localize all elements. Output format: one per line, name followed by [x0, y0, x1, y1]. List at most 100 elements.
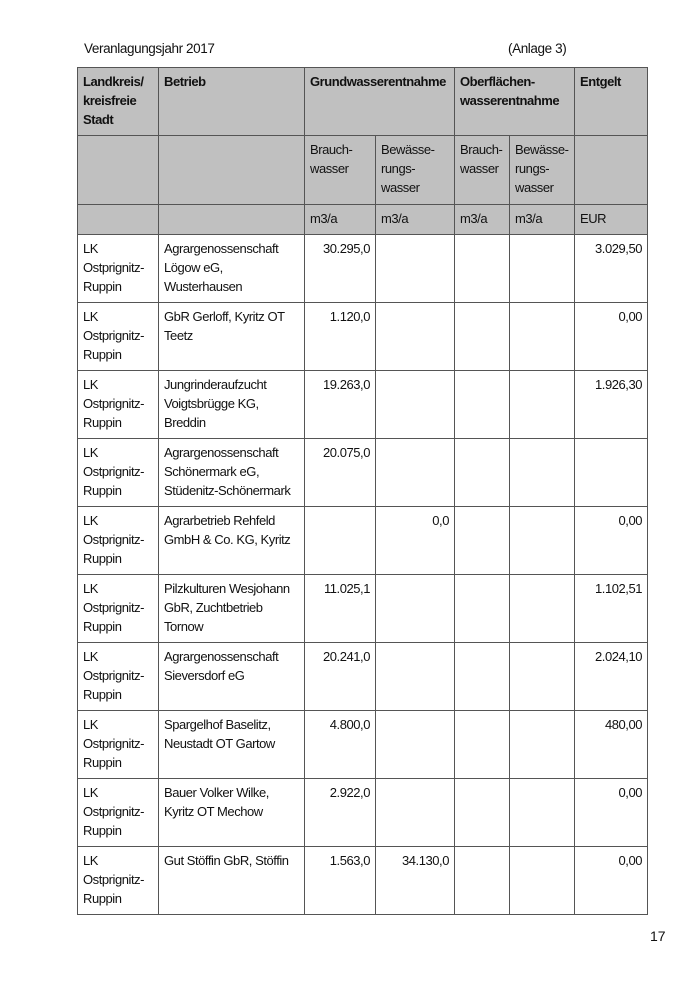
- table-row: LK Ostprignitz-Ruppin Bauer Volker Wilke,…: [77, 778, 649, 847]
- cell-gw-irrigation: [375, 370, 455, 439]
- cell-sw-irrigation: [508, 302, 576, 371]
- cell-fee: [574, 438, 649, 507]
- cell-gw-irrigation: [375, 438, 455, 507]
- cell-fee: 0,00: [574, 778, 649, 847]
- cell-gw-irrigation: 0,0: [375, 506, 455, 575]
- cell-gw-irrigation: [375, 574, 455, 643]
- col-header-gw-irrigation: Bewässe-rungs-wasser: [375, 135, 455, 205]
- col-header-groundwater: Grundwasserentnahme: [304, 67, 455, 136]
- cell-sw-irrigation: [508, 234, 576, 303]
- cell-gw-service: 20.241,0: [304, 642, 376, 711]
- cell-gw-service: 30.295,0: [304, 234, 376, 303]
- cell-district: LK Ostprignitz-Ruppin: [77, 710, 159, 779]
- cell-sw-service: [454, 370, 510, 439]
- assessment-year: Veranlagungsjahr 2017: [84, 41, 215, 56]
- cell-sw-service: [454, 302, 510, 371]
- cell-gw-service: [304, 506, 376, 575]
- cell-company: Agrarbetrieb Rehfeld GmbH & Co. KG, Kyri…: [158, 506, 305, 575]
- col-header-sw-service: Brauch-wasser: [454, 135, 510, 205]
- cell-fee: 0,00: [574, 302, 649, 371]
- table-row: LK Ostprignitz-Ruppin Pilzkulturen Wesjoh…: [77, 574, 649, 643]
- cell-company: Spargelhof Baselitz, Neustadt OT Gartow: [158, 710, 305, 779]
- cell-company: Bauer Volker Wilke, Kyritz OT Mechow: [158, 778, 305, 847]
- empty-cell: [158, 135, 305, 205]
- fee-table: Landkreis/ kreisfreie Stadt Betrieb Grun…: [77, 67, 649, 915]
- cell-company: Agrargenossenschaft Schönermark eG, Stüd…: [158, 438, 305, 507]
- cell-sw-irrigation: [508, 438, 576, 507]
- page-number: 17: [650, 928, 666, 944]
- col-header-fee: Entgelt: [574, 67, 649, 136]
- annex-label: (Anlage 3): [508, 41, 567, 56]
- unit: m3/a: [375, 204, 455, 235]
- table-row: LK Ostprignitz-Ruppin Gut Stöffin GbR, St…: [77, 846, 649, 915]
- subheader-row: Brauch-wasser Bewässe-rungs-wasser Brauc…: [77, 135, 649, 205]
- cell-sw-irrigation: [508, 846, 576, 915]
- empty-cell: [77, 204, 159, 235]
- unit: EUR: [574, 204, 649, 235]
- cell-fee: 1.926,30: [574, 370, 649, 439]
- cell-sw-service: [454, 506, 510, 575]
- cell-gw-service: 11.025,1: [304, 574, 376, 643]
- col-header-surfacewater: Oberflächen-wasserentnahme: [453, 67, 576, 136]
- cell-company: Agrargenossenschaft Sieversdorf eG: [158, 642, 305, 711]
- cell-gw-irrigation: [375, 778, 455, 847]
- cell-district: LK Ostprignitz-Ruppin: [77, 642, 159, 711]
- cell-fee: 2.024,10: [574, 642, 649, 711]
- cell-fee: 0,00: [574, 506, 649, 575]
- table-row: LK Ostprignitz-Ruppin Agrargenossenschaft…: [77, 438, 649, 507]
- cell-fee: 480,00: [574, 710, 649, 779]
- cell-sw-service: [454, 778, 510, 847]
- cell-gw-irrigation: [375, 642, 455, 711]
- cell-sw-irrigation: [508, 506, 576, 575]
- units-row: m3/a m3/a m3/a m3/a EUR: [77, 204, 649, 235]
- table-row: LK Ostprignitz-Ruppin GbR Gerloff, Kyritz…: [77, 302, 649, 371]
- cell-sw-service: [454, 234, 510, 303]
- cell-gw-irrigation: [375, 234, 455, 303]
- table-row: LK Ostprignitz-Ruppin Agrarbetrieb Rehfel…: [77, 506, 649, 575]
- cell-sw-irrigation: [508, 642, 576, 711]
- table-row: LK Ostprignitz-Ruppin Agrargenossenschaft…: [77, 234, 649, 303]
- cell-district: LK Ostprignitz-Ruppin: [77, 234, 159, 303]
- cell-district: LK Ostprignitz-Ruppin: [77, 370, 159, 439]
- cell-gw-service: 19.263,0: [304, 370, 376, 439]
- cell-gw-irrigation: [375, 710, 455, 779]
- col-header-company: Betrieb: [158, 67, 305, 136]
- table-row: LK Ostprignitz-Ruppin Spargelhof Baselitz…: [77, 710, 649, 779]
- cell-district: LK Ostprignitz-Ruppin: [77, 574, 159, 643]
- cell-gw-service: 2.922,0: [304, 778, 376, 847]
- empty-cell: [77, 135, 159, 205]
- cell-district: LK Ostprignitz-Ruppin: [77, 778, 159, 847]
- cell-fee: 0,00: [574, 846, 649, 915]
- cell-district: LK Ostprignitz-Ruppin: [77, 438, 159, 507]
- cell-sw-service: [454, 846, 510, 915]
- cell-company: Jungrinderaufzucht Voigtsbrügge KG, Bred…: [158, 370, 305, 439]
- cell-gw-service: 20.075,0: [304, 438, 376, 507]
- cell-sw-irrigation: [508, 370, 576, 439]
- cell-company: Pilzkulturen Wesjohann GbR, Zuchtbetrieb…: [158, 574, 305, 643]
- table-row: LK Ostprignitz-Ruppin Agrargenossenschaft…: [77, 642, 649, 711]
- cell-company: Gut Stöffin GbR, Stöffin: [158, 846, 305, 915]
- cell-sw-service: [454, 642, 510, 711]
- cell-sw-service: [454, 438, 510, 507]
- empty-cell: [158, 204, 305, 235]
- empty-cell: [574, 135, 649, 205]
- unit: m3/a: [454, 204, 510, 235]
- cell-sw-service: [454, 710, 510, 779]
- cell-sw-irrigation: [508, 574, 576, 643]
- cell-company: Agrargenossenschaft Lögow eG, Wusterhaus…: [158, 234, 305, 303]
- cell-fee: 3.029,50: [574, 234, 649, 303]
- col-header-district: Landkreis/ kreisfreie Stadt: [77, 67, 159, 136]
- table-row: LK Ostprignitz-Ruppin Jungrinderaufzucht …: [77, 370, 649, 439]
- cell-district: LK Ostprignitz-Ruppin: [77, 506, 159, 575]
- cell-gw-service: 1.120,0: [304, 302, 376, 371]
- cell-gw-irrigation: [375, 302, 455, 371]
- header-row: Landkreis/ kreisfreie Stadt Betrieb Grun…: [77, 67, 649, 136]
- cell-district: LK Ostprignitz-Ruppin: [77, 846, 159, 915]
- cell-sw-service: [454, 574, 510, 643]
- unit: m3/a: [508, 204, 576, 235]
- cell-gw-irrigation: 34.130,0: [375, 846, 455, 915]
- col-header-gw-service: Brauch-wasser: [304, 135, 376, 205]
- cell-gw-service: 1.563,0: [304, 846, 376, 915]
- cell-sw-irrigation: [508, 710, 576, 779]
- col-header-sw-irrigation: Bewässe-rungs-wasser: [508, 135, 576, 205]
